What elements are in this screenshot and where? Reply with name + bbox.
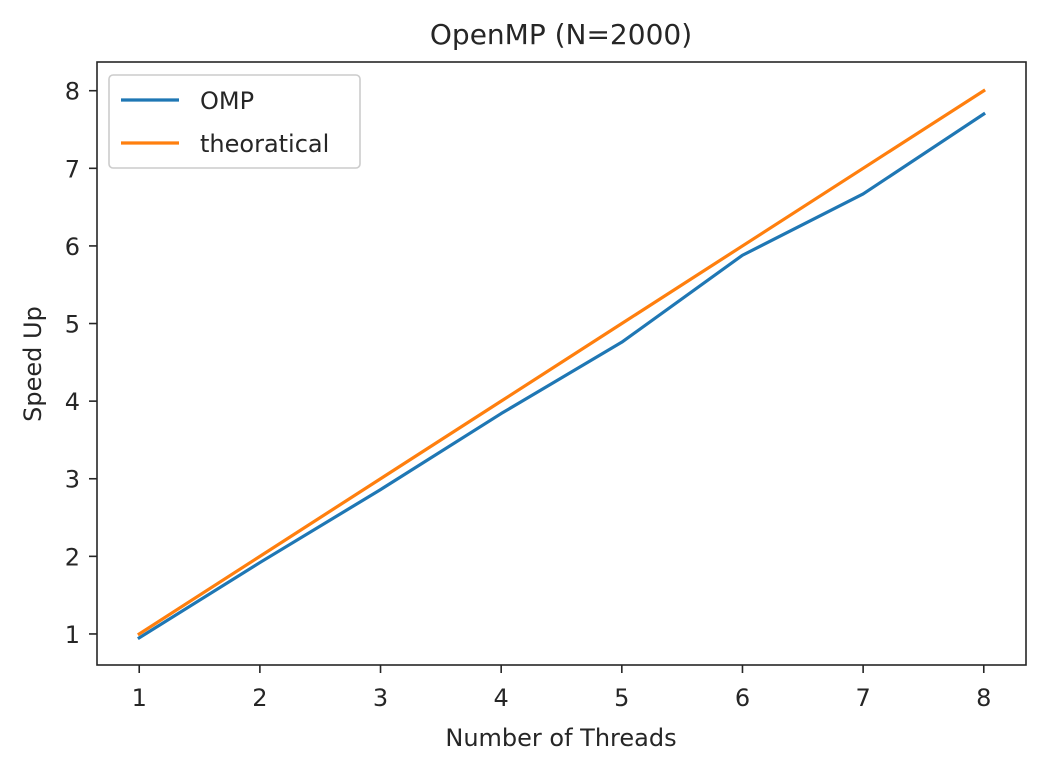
y-tick-label: 3 xyxy=(65,466,80,494)
x-tick-label: 7 xyxy=(855,684,870,712)
y-axis-label: Speed Up xyxy=(19,306,47,422)
y-tick-label: 6 xyxy=(65,233,80,261)
x-tick-label: 3 xyxy=(373,684,388,712)
legend-box xyxy=(108,74,361,169)
chart-title: OpenMP (N=2000) xyxy=(430,18,692,51)
y-tick-label: 7 xyxy=(65,155,80,183)
y-tick-label: 8 xyxy=(65,78,80,106)
legend-label: OMP xyxy=(200,87,254,115)
x-tick-label: 1 xyxy=(132,684,147,712)
series-line-theoratical xyxy=(137,88,986,637)
series-layer xyxy=(137,88,986,641)
x-tick-label: 2 xyxy=(252,684,267,712)
x-axis-label: Number of Threads xyxy=(445,724,676,752)
y-tick-label: 2 xyxy=(65,543,80,571)
y-tick-label: 4 xyxy=(65,388,80,416)
plot-frame xyxy=(96,61,1027,666)
x-tick-label: 5 xyxy=(614,684,629,712)
x-axis: 1 2 3 4 5 6 7 8 xyxy=(132,665,991,712)
series-line-omp xyxy=(137,111,986,641)
legend-label: theoratical xyxy=(200,130,329,158)
y-tick-label: 5 xyxy=(65,311,80,339)
x-tick-label: 6 xyxy=(735,684,750,712)
y-tick-label: 1 xyxy=(65,621,80,649)
y-axis: 1 2 3 4 5 6 7 8 xyxy=(65,78,97,649)
legend: OMP theoratical xyxy=(108,74,361,169)
x-tick-label: 8 xyxy=(976,684,991,712)
x-tick-label: 4 xyxy=(494,684,509,712)
